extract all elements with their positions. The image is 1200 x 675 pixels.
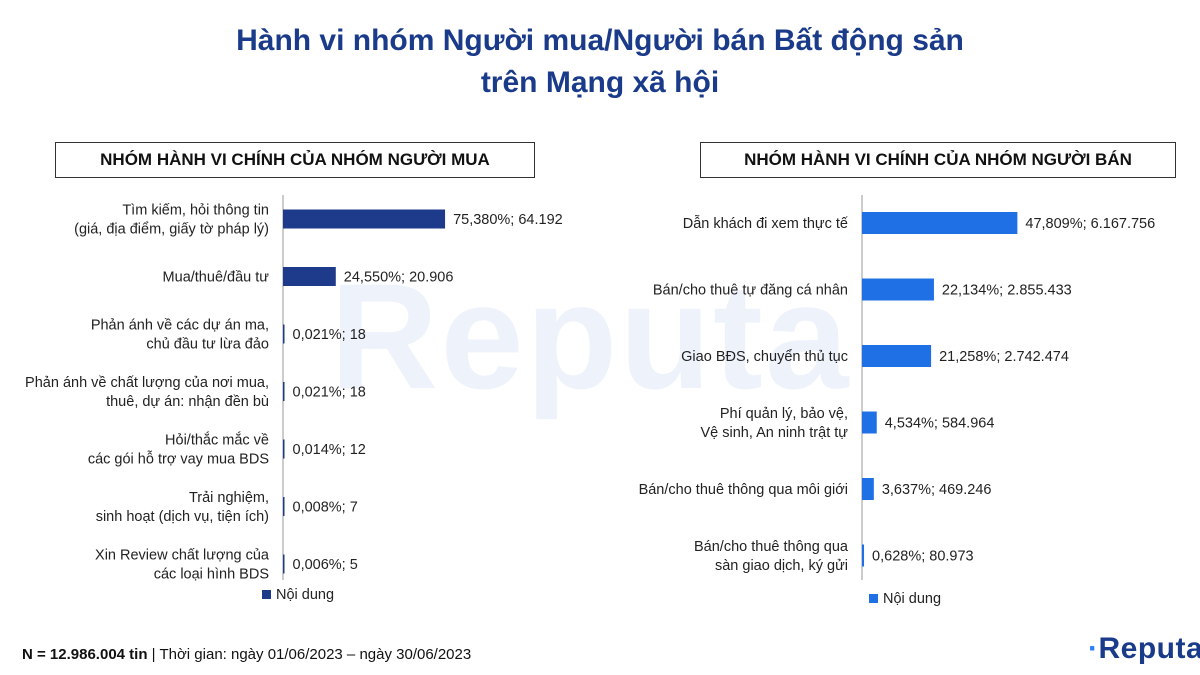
bar [283,497,285,516]
title-line-1: Hành vi nhóm Người mua/Người bán Bất độn… [236,24,964,57]
bar [862,544,865,567]
bar [862,411,877,434]
category-label: Dẫn khách đi xem thực tế [683,215,848,232]
bar [283,267,336,286]
page-title: Hành vi nhóm Người mua/Người bán Bất độn… [0,20,1200,104]
bar [862,345,932,367]
bar [283,209,446,229]
category-label: Phản ánh về các dự án ma, chủ đầu tư lừa … [91,318,269,353]
category-label: Phí quản lý, bảo vệ, Vệ sinh, An ninh trậ… [700,406,848,441]
data-label: 0,021%; 18 [293,385,366,401]
category-label: Bán/cho thuê thông qua sàn giao dịch, ký … [694,539,849,574]
data-label: 0,014%; 12 [293,442,366,458]
bar [283,324,285,344]
data-label: 3,637%; 469.246 [882,482,992,498]
data-label: 0,006%; 5 [293,557,358,573]
bar [283,382,285,401]
data-label: 75,380%; 64.192 [453,212,563,228]
data-label: 22,134%; 2.855.433 [942,283,1072,299]
category-label: Bán/cho thuê thông qua môi giới [639,482,848,498]
category-label: Trải nghiệm, sinh hoạt (dịch vụ, tiện ích… [96,490,269,525]
time-period: | Thời gian: ngày 01/06/2023 – ngày 30/0… [151,646,472,663]
sample-size: N = 12.986.004 tin [22,646,148,663]
category-label: Phản ánh về chất lượng của nơi mua, thuê,… [25,375,269,410]
buyer-chart: Tìm kiếm, hỏi thông tin (giá, địa điểm, g… [25,195,563,603]
data-label: 21,258%; 2.742.474 [939,349,1069,365]
reputa-logo: ·Reputa [1088,632,1200,666]
logo-text: Reputa [1098,632,1200,665]
logo-dot-icon: · [1088,632,1099,665]
category-label: Bán/cho thuê tự đăng cá nhân [653,283,848,299]
bar [862,478,874,500]
legend-swatch [262,590,271,599]
seller-chart-title: NHÓM HÀNH VI CHÍNH CỦA NHÓM NGƯỜI BÁN [700,142,1176,178]
bar [862,212,1018,234]
category-label: Xin Review chất lượng của các loại hình B… [95,548,270,583]
title-line-2: trên Mạng xã hội [480,66,720,99]
category-label: Giao BĐS, chuyển thủ tục [681,349,848,365]
data-label: 47,809%; 6.167.756 [1025,216,1155,232]
watermark: Reputa [330,252,851,420]
category-label: Hỏi/thắc mắc về các gói hỗ trợ vay mua BD… [88,432,269,468]
seller-chart: Dẫn khách đi xem thực tế 47,809%; 6.167.7… [639,195,1155,607]
legend-swatch [869,594,878,603]
data-label: 0,008%; 7 [293,500,358,516]
buyer-chart-title: NHÓM HÀNH VI CHÍNH CỦA NHÓM NGƯỜI MUA [55,142,535,178]
legend-label: Nội dung [276,587,334,603]
bar [862,278,934,301]
bar [283,439,285,459]
data-label: 24,550%; 20.906 [344,270,454,286]
data-label: 0,628%; 80.973 [872,549,974,565]
footer: N = 12.986.004 tin | Thời gian: ngày 01/… [22,646,471,663]
bar [283,554,285,574]
data-label: 4,534%; 584.964 [885,416,995,432]
legend-label: Nội dung [883,591,941,607]
category-label: Tìm kiếm, hỏi thông tin (giá, địa điểm, g… [74,203,269,238]
category-label: Mua/thuê/đầu tư [163,270,270,286]
data-label: 0,021%; 18 [293,327,366,343]
